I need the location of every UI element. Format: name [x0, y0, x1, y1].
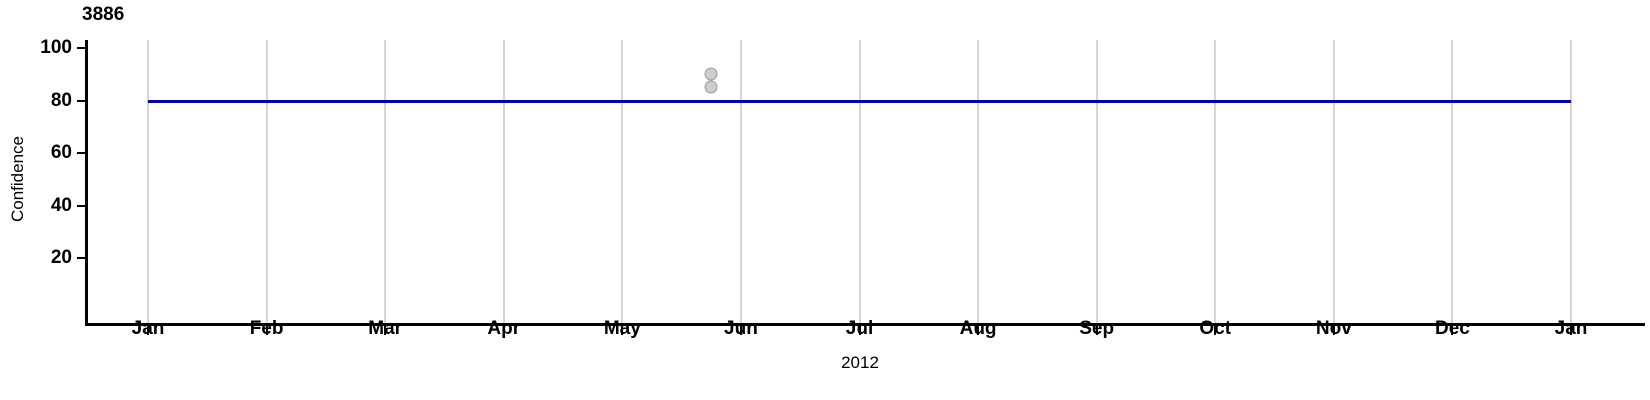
gridline: [1214, 40, 1217, 323]
y-tick-mark: [77, 257, 85, 259]
gridline: [739, 40, 742, 323]
data-point[interactable]: [704, 80, 718, 94]
x-tick-label: Aug: [959, 318, 997, 339]
x-axis-line: [85, 323, 1645, 326]
x-tick-mark: [384, 326, 387, 335]
x-tick-label: Sep: [1079, 318, 1115, 339]
y-tick-label: 40: [50, 194, 72, 216]
x-tick-mark: [739, 326, 742, 335]
x-tick-mark: [147, 326, 149, 335]
x-tick-mark: [977, 326, 980, 335]
chart-title: 3886: [82, 4, 125, 25]
gridline: [621, 40, 624, 323]
x-tick-label: Mar: [368, 318, 403, 339]
x-tick-label: May: [603, 318, 641, 339]
gridline: [858, 40, 861, 323]
x-tick-mark: [858, 326, 861, 335]
gridline: [384, 40, 387, 323]
y-axis-title: Confidence: [8, 135, 27, 222]
x-tick-label: Apr: [487, 318, 521, 339]
x-tick-label: Feb: [249, 318, 284, 339]
x-tick-label: Nov: [1315, 318, 1352, 339]
gridline: [1332, 40, 1335, 323]
y-tick-label: 60: [50, 142, 72, 163]
x-tick-label: Jan: [131, 318, 165, 339]
y-tick-label: 20: [50, 247, 72, 268]
y-tick-mark: [77, 204, 85, 207]
threshold-line: [148, 99, 1571, 103]
data-point[interactable]: [704, 67, 718, 81]
x-tick-label: Jul: [845, 318, 874, 339]
x-tick-mark: [1570, 326, 1572, 335]
gridline: [265, 40, 268, 323]
x-tick-label: Oct: [1199, 318, 1232, 339]
y-tick-label: 100: [40, 37, 72, 58]
y-tick-mark: [77, 152, 85, 154]
x-tick-label: Dec: [1434, 318, 1470, 339]
gridline: [1451, 40, 1454, 323]
x-tick-mark: [502, 326, 505, 335]
y-tick-mark: [77, 99, 85, 102]
y-tick-label: 80: [50, 89, 72, 111]
x-tick-mark: [621, 326, 624, 335]
gridline: [1095, 40, 1098, 323]
x-tick-label: Jun: [724, 318, 758, 339]
x-tick-mark: [1332, 326, 1335, 335]
gridline: [1570, 40, 1572, 323]
gridline: [502, 40, 505, 323]
x-tick-mark: [1451, 326, 1454, 335]
y-tick-mark: [77, 47, 85, 49]
x-tick-mark: [1095, 326, 1098, 335]
y-axis-line: [85, 40, 88, 326]
gridline: [147, 40, 149, 323]
x-tick-mark: [1214, 326, 1217, 335]
x-tick-label: Jan: [1554, 318, 1588, 339]
x-axis-title: 2012: [841, 353, 879, 372]
x-tick-mark: [265, 326, 268, 335]
gridline: [977, 40, 980, 323]
